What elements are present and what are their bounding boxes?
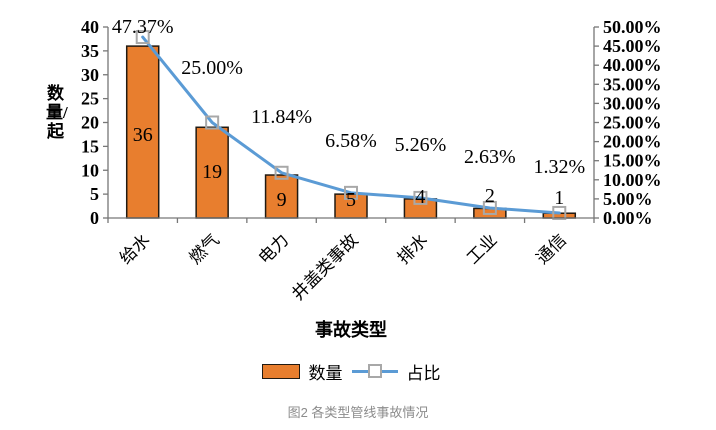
bar-value-label: 4 xyxy=(415,186,425,208)
ratio-value-label: 1.32% xyxy=(533,156,585,178)
ratio-value-label: 25.00% xyxy=(181,57,243,79)
left-axis-tick-label: 10 xyxy=(81,160,99,180)
right-axis-tick-label: 50.00% xyxy=(603,17,662,37)
bar-value-label: 2 xyxy=(485,185,495,207)
right-axis-tick-label: 15.00% xyxy=(603,151,662,171)
right-axis-tick-label: 5.00% xyxy=(603,189,653,209)
ratio-marker xyxy=(413,190,428,205)
right-axis-tick-label: 20.00% xyxy=(603,132,662,152)
ratio-value-label: 11.84% xyxy=(251,106,312,128)
left-axis-tick-label: 0 xyxy=(90,208,99,228)
left-axis-tick-label: 15 xyxy=(81,136,99,156)
right-axis-tick-label: 30.00% xyxy=(603,93,662,113)
left-axis-tick-label: 35 xyxy=(81,41,99,61)
bar-value-label: 1 xyxy=(554,187,564,209)
category-label-给水: 给水 xyxy=(116,230,153,267)
right-axis-tick-label: 25.00% xyxy=(603,113,662,133)
ratio-marker xyxy=(482,200,497,215)
legend-bar-swatch xyxy=(261,364,300,379)
figure-caption: 图2 各类型管线事故情况 xyxy=(287,405,429,420)
ratio-marker xyxy=(552,205,567,220)
category-label-通信: 通信 xyxy=(533,230,570,267)
ratio-marker xyxy=(205,115,220,130)
left-axis-tick-label: 5 xyxy=(90,184,99,204)
bar-燃气 xyxy=(195,126,229,219)
ratio-value-label: 2.63% xyxy=(464,146,516,168)
category-label-工业: 工业 xyxy=(463,230,500,267)
category-label-井盖类事故: 井盖类事故 xyxy=(288,230,362,304)
legend-label-count: 数量 xyxy=(308,364,343,383)
left-axis-tick-label: 25 xyxy=(81,89,99,109)
ratio-value-label: 5.26% xyxy=(395,134,447,156)
category-label-排水: 排水 xyxy=(394,230,431,267)
right-axis-tick-label: 40.00% xyxy=(603,55,662,75)
ratio-marker xyxy=(274,165,289,180)
left-axis-tick-label: 40 xyxy=(81,17,99,37)
x-axis-title: 事故类型 xyxy=(315,320,387,340)
chart-legend: 数量 占比 xyxy=(108,359,594,384)
category-label-电力: 电力 xyxy=(255,230,292,267)
bar-value-label: 19 xyxy=(202,161,222,183)
right-axis-tick-label: 35.00% xyxy=(603,74,662,94)
category-label-燃气: 燃气 xyxy=(185,230,222,267)
right-axis-tick-label: 0.00% xyxy=(603,208,653,228)
ratio-marker xyxy=(344,185,358,200)
left-axis-tick-label: 20 xyxy=(81,113,99,133)
legend-square-marker-icon xyxy=(367,364,382,378)
bar-value-label: 36 xyxy=(133,124,153,146)
bar-value-label: 9 xyxy=(277,189,287,211)
ratio-value-label: 6.58% xyxy=(325,130,377,152)
legend-line-swatch xyxy=(351,364,398,379)
bar-给水 xyxy=(125,45,160,219)
left-axis-title: 数量/起 xyxy=(46,84,68,141)
right-axis-tick-label: 10.00% xyxy=(603,170,662,190)
ratio-value-label: 47.37% xyxy=(112,16,174,38)
legend-label-ratio: 占比 xyxy=(406,364,441,383)
left-axis-tick-label: 30 xyxy=(81,65,99,85)
right-axis-tick-label: 45.00% xyxy=(603,36,662,56)
ratio-line xyxy=(141,35,561,215)
bar-value-label: 5 xyxy=(346,189,356,211)
ratio-marker xyxy=(135,30,150,45)
